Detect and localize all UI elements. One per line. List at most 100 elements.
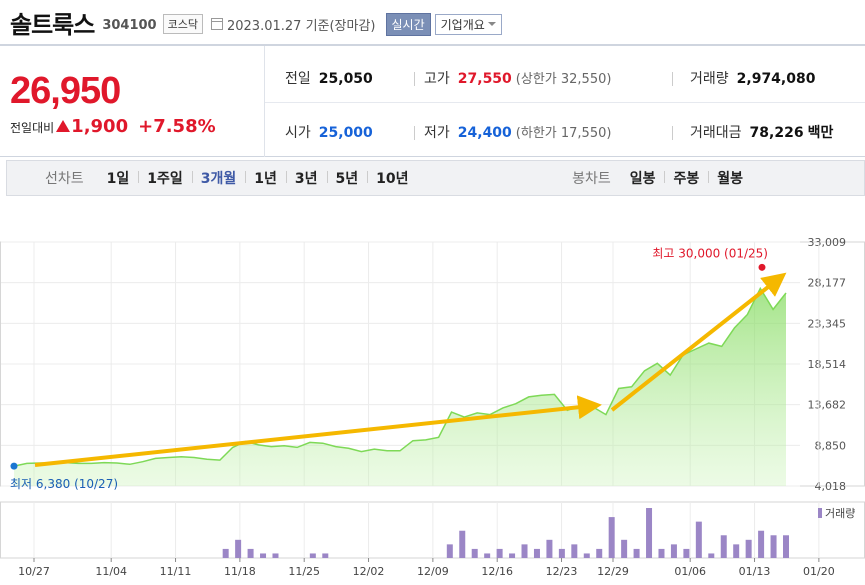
volume-bar [309,553,316,558]
x-tick-label: 11/25 [288,565,320,578]
current-price-panel: 26,950 전일대비 1,900 +7.58% [0,46,265,157]
price-line [13,286,787,467]
x-tick-label: 11/04 [95,565,127,578]
volume-bar [471,548,478,558]
x-tick-label: 12/09 [417,565,449,578]
volume-bar [745,539,752,558]
quote-date: 2023.01.27 기준(장마감) [226,18,376,34]
y-tick-label: 13,682 [808,399,847,412]
volume-bar [720,535,727,558]
tab-monthly[interactable]: 월봉 [708,168,752,188]
y-tick-label: 8,850 [815,439,847,452]
volume-bar [509,553,516,558]
price-change: 전일대비 1,900 +7.58% [10,116,216,137]
tab-5y[interactable]: 5년 [326,168,368,188]
volume-bar [571,544,578,558]
up-triangle-icon [56,120,71,132]
volume-bar [484,553,491,558]
trend-arrow-2 [610,272,787,412]
tab-1y[interactable]: 1년 [245,168,286,188]
y-tick-label: 33,009 [808,236,847,249]
volume-bar [683,548,690,558]
tab-weekly[interactable]: 주봉 [664,168,708,188]
caret-down-icon [487,22,496,26]
volume-bar [558,548,565,558]
x-tick-label: 01/13 [739,565,771,578]
volume-bar [222,548,229,558]
max-label: 최고 30,000 (01/25) [652,246,768,260]
volume-bar [670,544,677,558]
calendar-icon [210,18,223,30]
chart-period-tabs: 선차트 1일 1주일 3개월 1년 3년 5년 10년 봉차트 일봉 주봉 월봉 [6,160,865,196]
change-percent: +7.58% [138,116,216,137]
price-area [14,288,786,486]
company-overview-button[interactable]: 기업개요 [434,13,502,35]
candle-chart-label: 봉차트 [572,171,611,187]
volume-bar [596,548,603,558]
y-tick-label: 23,345 [808,317,847,330]
y-tick-label: 28,177 [808,277,847,290]
volume-legend: 거래량 [825,507,855,520]
y-tick-label: 4,018 [815,480,847,493]
volume-bar [322,553,329,558]
open-price: 시가 25,000 [285,125,373,141]
x-tick-label: 12/29 [597,565,629,578]
quote-summary: 26,950 전일대비 1,900 +7.58% 전일 25,050 고가 27,5… [0,44,865,157]
volume-bar [459,530,466,558]
volume-bar [658,548,665,558]
market-badge: 코스닥 [162,14,203,34]
stock-header: 솔트룩스 304100 코스닥 2023.01.27 기준(장마감) 실시간 기… [0,0,865,44]
volume-bar [235,539,242,558]
change-amount: 1,900 [71,116,129,137]
x-tick-label: 01/06 [674,565,706,578]
price-chart: 33,009 28,177 23,345 18,514 13,682 8,850 4,018… [0,236,865,578]
tab-10y[interactable]: 10년 [367,168,417,188]
volume-bar [633,548,640,558]
low-price: 저가 24,400 (하한가 17,550) [424,125,612,141]
volume-bar [770,535,777,558]
trend-arrow-1 [34,395,602,467]
high-price: 고가 27,550 (상한가 32,550) [424,71,612,87]
volume-bar [260,553,267,558]
prev-close: 전일 25,050 [285,71,373,87]
volume-bar [695,521,702,558]
x-tick-label: 11/18 [224,565,256,578]
tab-1w[interactable]: 1주일 [138,168,192,188]
volume-legend-swatch [818,508,822,518]
min-label: 최저 6,380 (10/27) [10,477,118,491]
tab-3y[interactable]: 3년 [285,168,327,188]
volume-bar [646,508,653,558]
change-label: 전일대비 [10,121,55,135]
volume-bar [733,544,740,558]
volume-bar [583,553,590,558]
volume-bar [708,553,715,558]
volume-bar [783,535,789,558]
x-tick-label: 12/02 [353,565,385,578]
min-marker [10,462,18,470]
x-tick-label: 01/20 [803,565,835,578]
volume-bar [272,553,279,558]
tab-daily[interactable]: 일봉 [629,171,656,187]
current-price: 26,950 [10,70,121,112]
tab-1d[interactable]: 1일 [106,171,130,187]
volume-bar [621,539,628,558]
tab-3m[interactable]: 3개월 [191,168,246,188]
max-marker [758,263,766,271]
x-tick-label: 12/16 [481,565,513,578]
trade-volume: 거래량 2,974,080 [690,71,816,87]
line-chart-label: 선차트 [45,171,84,187]
trade-amount: 거래대금 78,226 백만 [690,125,834,141]
volume-bar [247,548,254,558]
volume-bar [758,530,765,558]
volume-bar [446,544,453,558]
y-tick-label: 18,514 [808,358,847,371]
stock-code: 304100 [102,17,157,33]
x-tick-label: 10/27 [18,565,50,578]
volume-bar [496,548,503,558]
volume-bar [533,548,540,558]
realtime-button[interactable]: 실시간 [385,12,431,36]
x-tick-label: 12/23 [546,565,578,578]
stock-name: 솔트룩스 [10,10,95,39]
x-tick-label: 11/11 [160,565,192,578]
volume-bar [546,539,553,558]
